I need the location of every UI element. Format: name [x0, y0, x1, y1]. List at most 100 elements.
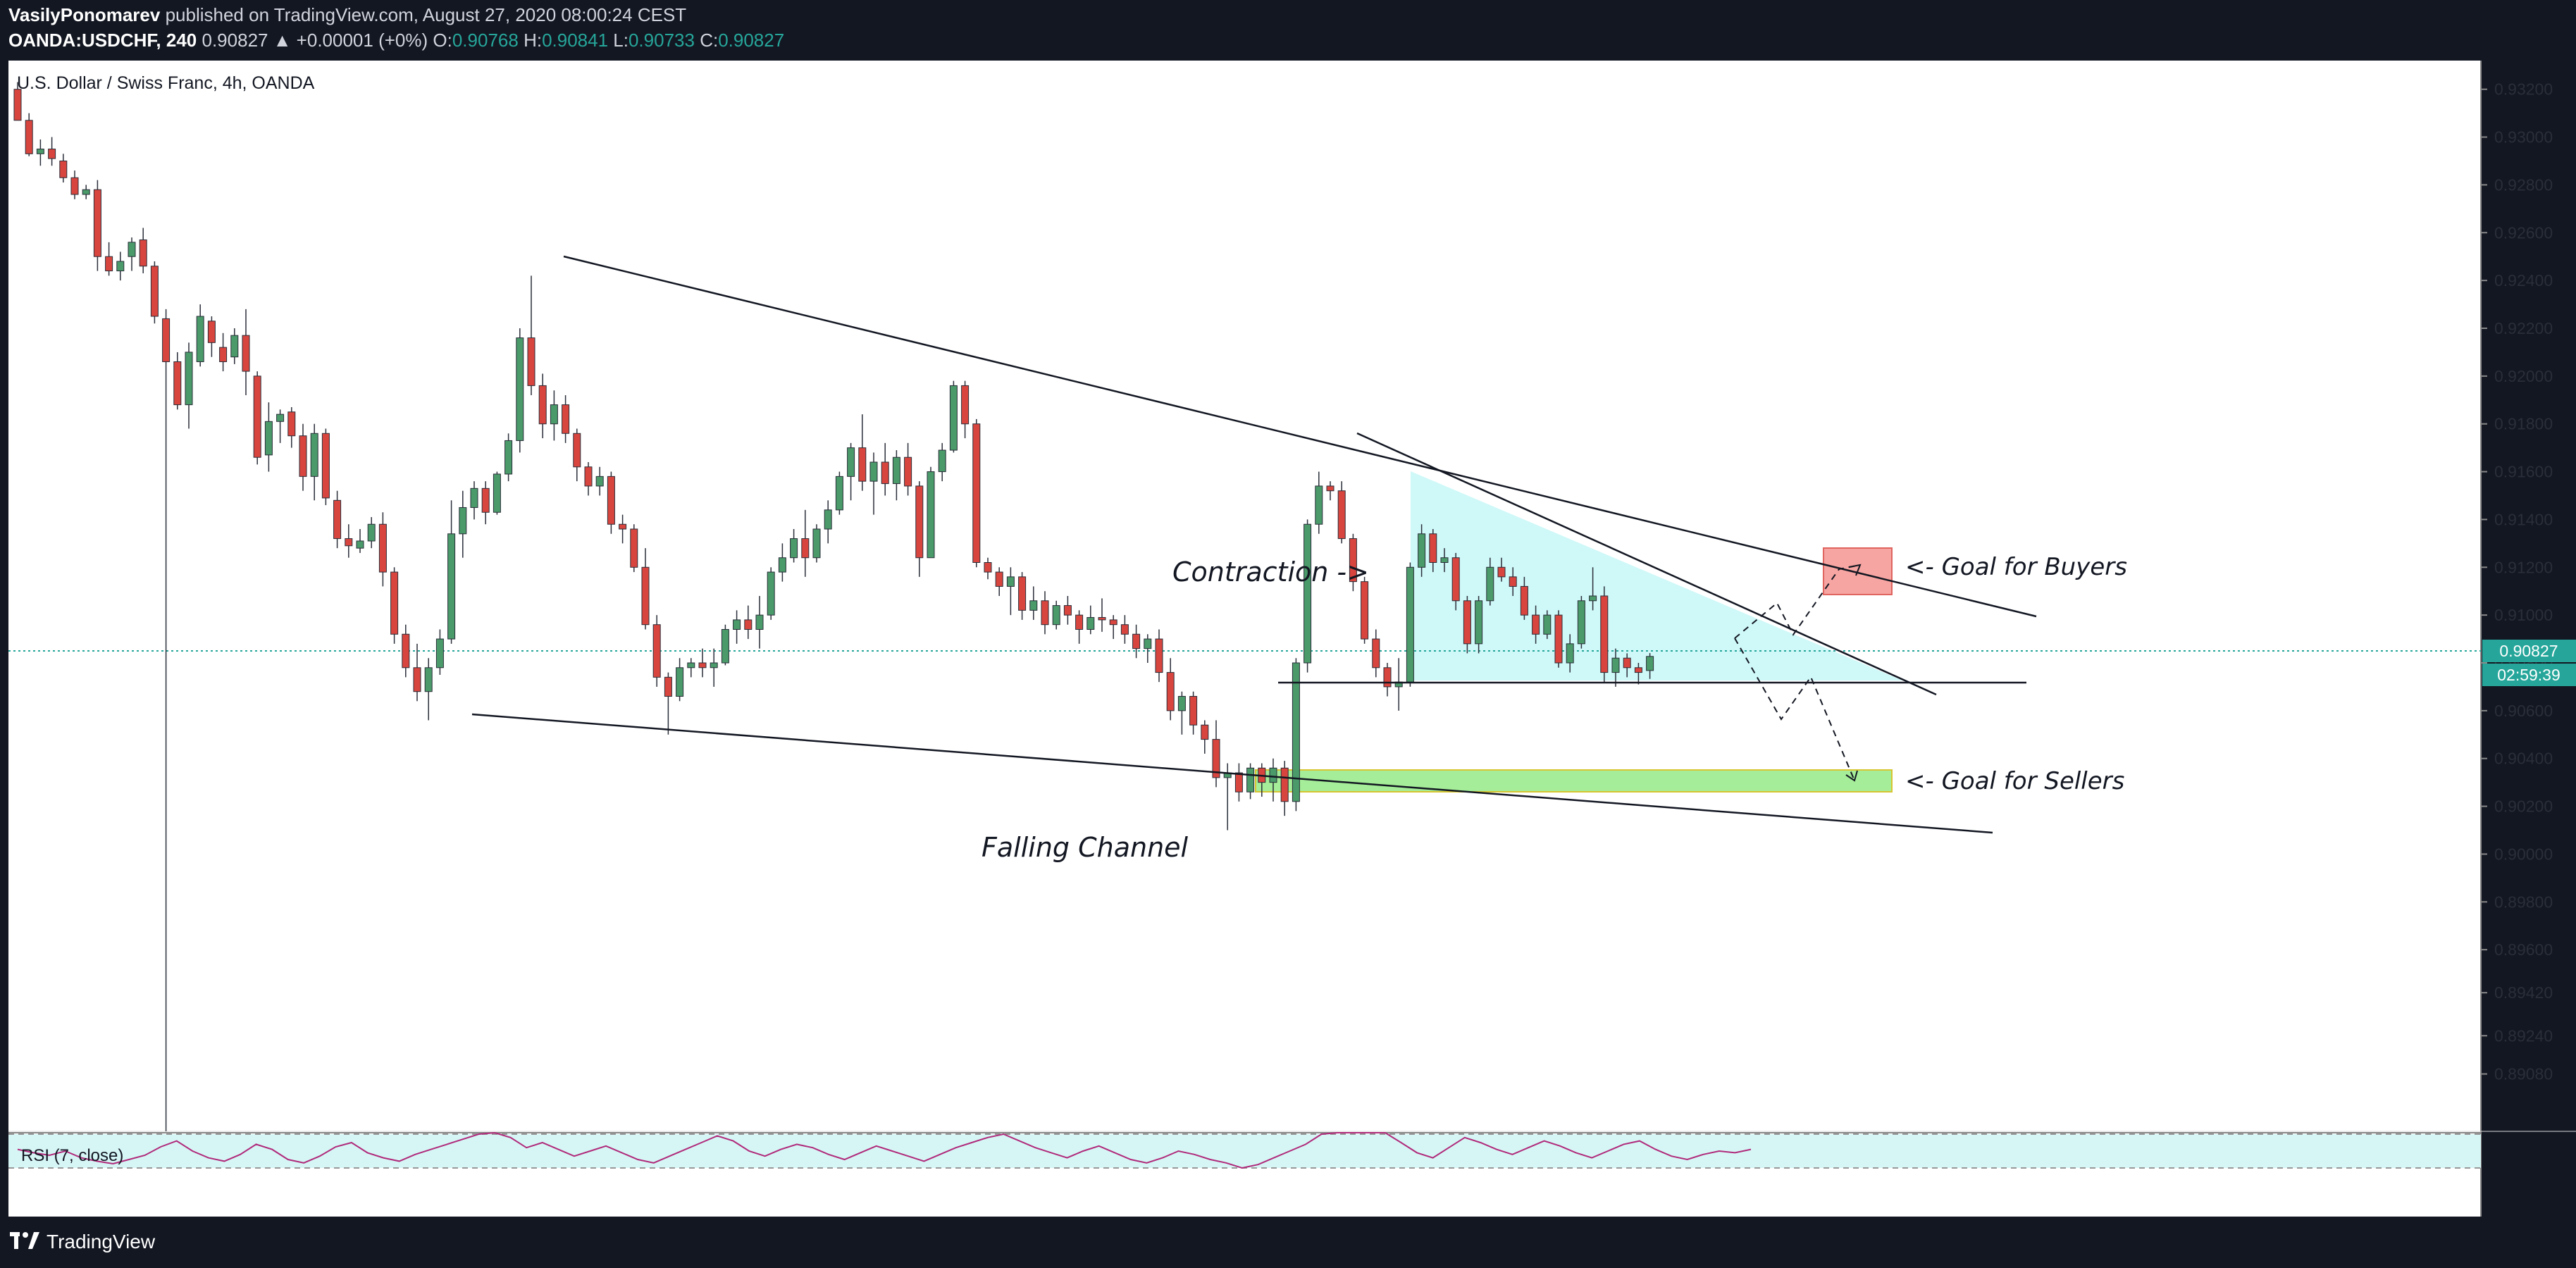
- candle[interactable]: [116, 251, 125, 281]
- candle[interactable]: [70, 170, 79, 199]
- candle[interactable]: [676, 658, 684, 702]
- candle[interactable]: [493, 471, 501, 515]
- candlestick-series[interactable]: [13, 82, 1654, 1131]
- candle[interactable]: [527, 275, 535, 395]
- candle[interactable]: [173, 352, 182, 410]
- candle[interactable]: [1429, 529, 1437, 573]
- candle[interactable]: [915, 481, 924, 577]
- candle[interactable]: [1189, 691, 1198, 735]
- candle[interactable]: [1509, 567, 1517, 596]
- candle[interactable]: [1086, 605, 1095, 635]
- candle[interactable]: [1326, 481, 1335, 501]
- candle[interactable]: [481, 481, 490, 525]
- author-name[interactable]: VasilyPonomarev: [8, 4, 161, 25]
- candle[interactable]: [310, 423, 318, 501]
- candle[interactable]: [299, 423, 307, 491]
- candle[interactable]: [995, 567, 1003, 596]
- candle[interactable]: [790, 529, 798, 563]
- candle[interactable]: [1440, 548, 1449, 573]
- candle[interactable]: [435, 629, 444, 675]
- candle[interactable]: [721, 624, 729, 666]
- candle[interactable]: [1611, 648, 1620, 687]
- candle[interactable]: [219, 332, 228, 372]
- candle[interactable]: [1623, 653, 1631, 678]
- candle[interactable]: [128, 237, 136, 271]
- candle[interactable]: [1520, 576, 1528, 620]
- candle[interactable]: [641, 548, 650, 630]
- candle[interactable]: [230, 328, 239, 364]
- candle[interactable]: [938, 442, 946, 482]
- candle[interactable]: [139, 228, 147, 273]
- candle[interactable]: [778, 543, 786, 582]
- candle[interactable]: [150, 261, 159, 324]
- candle[interactable]: [984, 557, 992, 580]
- candle[interactable]: [345, 524, 353, 558]
- candle[interactable]: [619, 514, 627, 544]
- candle[interactable]: [835, 471, 843, 515]
- candle[interactable]: [242, 309, 250, 395]
- candle[interactable]: [264, 402, 273, 472]
- candle[interactable]: [1269, 758, 1277, 802]
- candle[interactable]: [356, 529, 364, 553]
- candle[interactable]: [333, 490, 342, 549]
- brand-name[interactable]: TradingView: [47, 1231, 156, 1253]
- candle[interactable]: [595, 466, 604, 496]
- candle[interactable]: [367, 517, 376, 549]
- candle[interactable]: [196, 304, 204, 367]
- candle[interactable]: [1361, 576, 1369, 644]
- candle[interactable]: [1234, 763, 1243, 802]
- candle[interactable]: [13, 82, 22, 121]
- candle[interactable]: [1497, 557, 1506, 582]
- candle[interactable]: [710, 648, 718, 687]
- candle[interactable]: [1029, 586, 1038, 620]
- candle[interactable]: [607, 471, 615, 534]
- candle[interactable]: [1018, 572, 1027, 620]
- candle[interactable]: [1041, 591, 1049, 635]
- candle[interactable]: [1566, 634, 1574, 673]
- candle[interactable]: [858, 414, 867, 491]
- candle[interactable]: [562, 395, 570, 443]
- candle[interactable]: [1543, 610, 1552, 640]
- candle[interactable]: [402, 624, 410, 678]
- candle[interactable]: [744, 605, 753, 640]
- candle[interactable]: [321, 428, 330, 506]
- candle[interactable]: [1600, 586, 1609, 683]
- candle[interactable]: [767, 567, 775, 620]
- candle[interactable]: [413, 643, 421, 702]
- price-chart[interactable]: 0.93200 0.93000 0.92800 0.92600 0.92400 0.922…: [0, 61, 2576, 1217]
- candle[interactable]: [801, 509, 810, 577]
- candle[interactable]: [287, 406, 296, 448]
- candle[interactable]: [1098, 598, 1106, 632]
- symbol-label[interactable]: OANDA:USDCHF, 240: [8, 30, 197, 51]
- candle[interactable]: [36, 139, 44, 166]
- candle[interactable]: [1166, 658, 1175, 721]
- candle[interactable]: [927, 466, 935, 559]
- candle[interactable]: [824, 500, 832, 544]
- candle[interactable]: [516, 328, 524, 453]
- candle[interactable]: [1132, 624, 1141, 659]
- candle[interactable]: [378, 512, 387, 587]
- candle[interactable]: [1155, 629, 1163, 683]
- candle[interactable]: [812, 524, 821, 563]
- candle[interactable]: [1201, 720, 1209, 754]
- candle[interactable]: [105, 242, 113, 276]
- candle[interactable]: [972, 418, 981, 568]
- candle[interactable]: [1554, 610, 1563, 668]
- candle[interactable]: [25, 113, 33, 156]
- candle[interactable]: [424, 658, 433, 721]
- candle[interactable]: [1372, 629, 1380, 678]
- candle[interactable]: [1463, 596, 1471, 654]
- candle[interactable]: [733, 610, 741, 644]
- candle[interactable]: [698, 648, 707, 678]
- candle[interactable]: [82, 185, 90, 199]
- candle[interactable]: [1177, 691, 1186, 735]
- candle[interactable]: [892, 450, 900, 501]
- candle[interactable]: [185, 342, 193, 429]
- candle[interactable]: [59, 154, 68, 183]
- candle[interactable]: [1304, 519, 1312, 673]
- candle[interactable]: [1349, 533, 1357, 592]
- candle[interactable]: [961, 380, 970, 439]
- candle[interactable]: [664, 672, 672, 735]
- candle[interactable]: [162, 309, 171, 1131]
- candle[interactable]: [652, 615, 661, 687]
